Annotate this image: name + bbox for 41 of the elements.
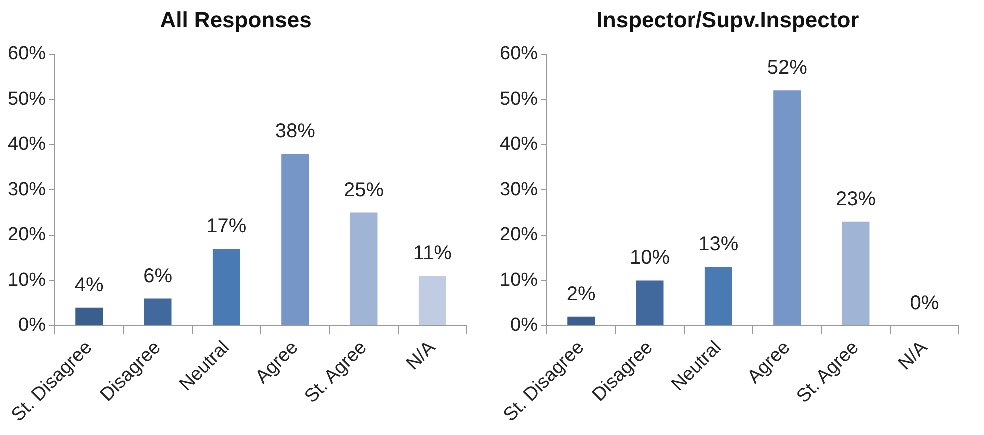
bar [76, 308, 104, 326]
y-tick-label: 40% [8, 134, 46, 156]
y-tick-label: 20% [500, 224, 538, 246]
data-label: 11% [413, 242, 452, 265]
y-tick-label: 30% [8, 179, 46, 200]
bar [568, 316, 596, 326]
bar [636, 280, 664, 326]
bar [418, 276, 446, 326]
data-label: 10% [630, 247, 670, 270]
data-label: 38% [275, 120, 316, 142]
y-tick-label: 50% [8, 88, 46, 110]
data-label: 4% [74, 274, 104, 296]
y-tick-label: 40% [500, 134, 538, 156]
data-label: 2% [566, 283, 596, 306]
data-label: 25% [344, 179, 384, 202]
x-tick-label: N/A [402, 337, 440, 375]
data-label: 6% [144, 265, 173, 288]
bar [350, 212, 378, 326]
y-tick-label: 60% [8, 44, 46, 65]
y-tick-label: 0% [510, 315, 538, 336]
chart-title: All Responses [160, 7, 312, 32]
bar [144, 298, 172, 326]
y-tick-label: 60% [500, 44, 538, 65]
y-tick-label: 0% [18, 315, 46, 336]
data-label: 23% [836, 188, 876, 210]
y-tick-label: 30% [500, 179, 538, 200]
x-tick-label: N/A [894, 337, 932, 375]
bar [282, 154, 310, 326]
chart-title: Inspector/Supv.Inspector [596, 7, 860, 32]
y-tick-label: 50% [500, 88, 538, 110]
bar [212, 249, 240, 326]
data-label: 52% [767, 57, 808, 80]
data-label: 0% [910, 292, 940, 314]
y-tick-label: 10% [500, 270, 538, 291]
bar [704, 267, 732, 326]
y-tick-label: 20% [8, 224, 46, 246]
bar [774, 90, 802, 326]
y-tick-label: 10% [8, 270, 46, 291]
data-label: 17% [206, 216, 247, 238]
bar [842, 222, 870, 326]
data-label: 13% [698, 234, 739, 256]
